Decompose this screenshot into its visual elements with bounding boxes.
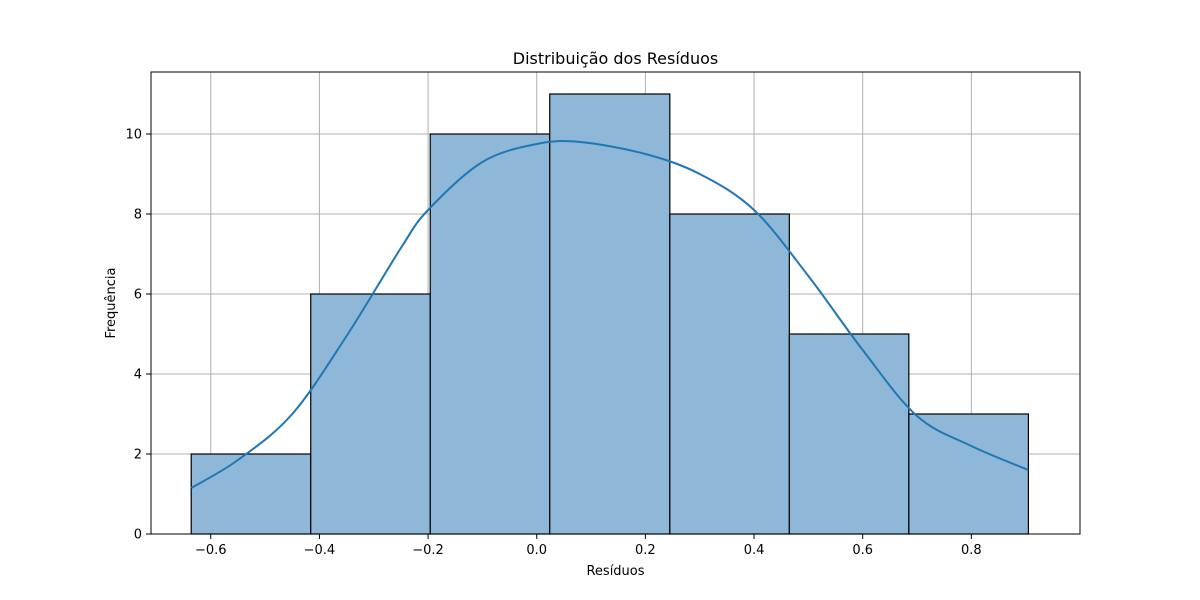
histogram-bars <box>190 93 1029 535</box>
x-axis-ticks: −0.6 −0.4 −0.2 0.0 0.2 0.4 0.6 0.8 <box>195 534 982 558</box>
kde-curve <box>190 140 1029 489</box>
y-tick-label: 0 <box>134 528 142 543</box>
histogram-bar <box>310 293 431 535</box>
y-tick-label: 4 <box>134 368 142 383</box>
x-tick-label: 0.4 <box>744 543 765 558</box>
y-axis-label: Frequência <box>104 267 119 338</box>
y-tick-label: 6 <box>134 288 142 303</box>
histogram-bar <box>429 133 551 535</box>
x-tick-label: 0.8 <box>961 543 982 558</box>
chart-title: Distribuição dos Resíduos <box>513 49 718 68</box>
x-tick-label: −0.2 <box>412 543 444 558</box>
histogram-bar <box>549 93 671 535</box>
x-tick-label: 0.2 <box>635 543 656 558</box>
histogram-bar <box>190 453 312 535</box>
x-tick-label: 0.6 <box>852 543 873 558</box>
y-axis-ticks: 0 2 4 6 8 10 <box>125 128 151 543</box>
x-tick-label: −0.4 <box>304 543 336 558</box>
x-axis-label: Resíduos <box>586 564 644 579</box>
histogram-bar <box>908 413 1029 535</box>
y-tick-label: 8 <box>134 208 142 223</box>
x-tick-label: −0.6 <box>195 543 227 558</box>
plot-area-frame <box>150 71 1081 535</box>
y-tick-label: 2 <box>134 448 142 463</box>
kde-curve-layer <box>190 140 1029 489</box>
histogram-bar <box>669 213 790 535</box>
y-tick-label: 10 <box>125 128 142 143</box>
histogram-bar <box>788 333 910 535</box>
x-tick-label: 0.0 <box>526 543 547 558</box>
